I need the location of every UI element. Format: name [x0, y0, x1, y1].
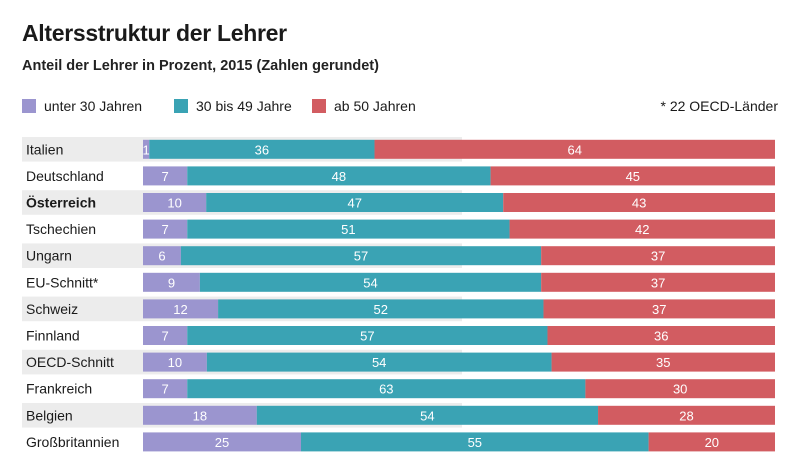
- value-label-mid-eu-schnitt: 54: [363, 275, 377, 290]
- value-label-mid-österreich: 47: [347, 196, 361, 211]
- bar-mid-oecd-schnitt: [206, 352, 552, 372]
- bar-mid-großbritannien: [301, 432, 649, 452]
- legend-swatch-over50: [312, 99, 326, 113]
- value-label-over50-oecd-schnitt: 35: [656, 355, 670, 370]
- bar-mid-finnland: [187, 326, 548, 345]
- value-label-mid-großbritannien: 55: [468, 435, 482, 450]
- value-label-over50-großbritannien: 20: [705, 435, 719, 450]
- row-label-tschechien: Tschechien: [26, 221, 96, 237]
- value-label-mid-ungarn: 57: [354, 249, 368, 264]
- bar-over50-finnland: [547, 326, 775, 345]
- value-label-over50-tschechien: 42: [635, 222, 649, 237]
- value-label-over50-ungarn: 37: [651, 249, 665, 264]
- row-label-schweiz: Schweiz: [26, 301, 78, 317]
- footnote: * 22 OECD-Länder: [660, 98, 778, 114]
- legend-label-under30: unter 30 Jahren: [44, 98, 143, 114]
- chart-title: Altersstruktur der Lehrer: [22, 20, 287, 46]
- row-label-frankreich: Frankreich: [26, 381, 92, 397]
- bar-mid-österreich: [206, 193, 504, 212]
- bar-under30-belgien: [143, 405, 257, 425]
- value-label-over50-frankreich: 30: [673, 382, 687, 397]
- bar-over50-österreich: [503, 193, 775, 212]
- value-label-under30-deutschland: 7: [162, 169, 169, 184]
- bar-mid-frankreich: [187, 379, 586, 399]
- value-label-under30-ungarn: 6: [158, 249, 165, 264]
- value-label-mid-schweiz: 52: [374, 302, 388, 317]
- bar-over50-belgien: [598, 405, 775, 425]
- value-label-over50-schweiz: 37: [652, 302, 666, 317]
- value-label-over50-belgien: 28: [679, 408, 693, 423]
- bar-over50-eu-schnitt: [541, 272, 775, 292]
- bar-under30-finnland: [143, 326, 188, 345]
- bar-over50-schweiz: [543, 299, 775, 319]
- value-label-over50-finnland: 36: [654, 329, 668, 344]
- legend-label-mid: 30 bis 49 Jahre: [196, 98, 292, 114]
- row-label-eu-schnitt: EU-Schnitt*: [26, 274, 99, 290]
- value-label-under30-tschechien: 7: [162, 222, 169, 237]
- bar-over50-großbritannien: [648, 432, 775, 452]
- bar-mid-belgien: [256, 405, 599, 425]
- row-label-oecd-schnitt: OECD-Schnitt: [26, 354, 114, 370]
- value-label-under30-belgien: 18: [193, 408, 207, 423]
- legend-item-mid: 30 bis 49 Jahre: [174, 98, 292, 114]
- bar-mid-schweiz: [218, 299, 544, 319]
- bar-over50-frankreich: [585, 379, 775, 399]
- bar-under30-frankreich: [143, 379, 188, 399]
- value-label-mid-belgien: 54: [420, 408, 434, 423]
- bar-mid-ungarn: [180, 246, 542, 266]
- value-label-under30-finnland: 7: [162, 329, 169, 344]
- legend-item-under30: unter 30 Jahren: [22, 98, 142, 114]
- value-label-mid-frankreich: 63: [379, 382, 393, 397]
- bar-mid-deutschland: [187, 166, 491, 186]
- value-label-mid-deutschland: 48: [332, 169, 346, 184]
- legend: unter 30 Jahren 30 bis 49 Jahre ab 50 Ja…: [22, 98, 778, 116]
- bar-over50-italien: [374, 139, 775, 159]
- bar-mid-tschechien: [187, 219, 510, 239]
- bar-over50-deutschland: [490, 166, 775, 186]
- chart-subtitle: Anteil der Lehrer in Prozent, 2015 (Zahl…: [22, 58, 379, 74]
- value-label-mid-finnland: 57: [360, 329, 374, 344]
- row-label-finnland: Finnland: [26, 328, 80, 344]
- bar-over50-ungarn: [541, 246, 775, 266]
- bar-under30-ungarn: [143, 246, 181, 266]
- value-label-mid-oecd-schnitt: 54: [372, 355, 386, 370]
- bar-under30-tschechien: [143, 219, 188, 239]
- value-label-over50-deutschland: 45: [626, 169, 640, 184]
- value-label-over50-italien: 64: [568, 142, 582, 157]
- bar-under30-italien: [143, 139, 150, 159]
- bar-mid-italien: [149, 139, 375, 159]
- bar-under30-österreich: [143, 193, 207, 212]
- legend-swatch-mid: [174, 99, 188, 113]
- row-label-deutschland: Deutschland: [26, 168, 104, 184]
- value-label-over50-österreich: 43: [632, 196, 646, 211]
- value-label-under30-frankreich: 7: [162, 382, 169, 397]
- row-label-großbritannien: Großbritannien: [26, 434, 119, 450]
- value-label-under30-oecd-schnitt: 10: [168, 355, 182, 370]
- legend-item-over50: ab 50 Jahren: [312, 98, 416, 114]
- value-label-over50-eu-schnitt: 37: [651, 275, 665, 290]
- bar-under30-deutschland: [143, 166, 188, 186]
- bar-mid-eu-schnitt: [199, 272, 542, 292]
- row-label-belgien: Belgien: [26, 407, 73, 423]
- bar-under30-schweiz: [143, 299, 219, 319]
- value-label-mid-tschechien: 51: [341, 222, 355, 237]
- bar-under30-oecd-schnitt: [143, 352, 207, 372]
- value-label-under30-eu-schnitt: 9: [168, 275, 175, 290]
- bar-over50-oecd-schnitt: [551, 352, 775, 372]
- value-label-mid-italien: 36: [255, 142, 269, 157]
- bar-under30-großbritannien: [143, 432, 301, 452]
- row-label-österreich: Österreich: [26, 195, 96, 211]
- value-label-under30-großbritannien: 25: [215, 435, 229, 450]
- bar-over50-tschechien: [509, 219, 775, 239]
- value-label-under30-österreich: 10: [167, 196, 181, 211]
- legend-swatch-under30: [22, 99, 36, 113]
- value-label-under30-schweiz: 12: [173, 302, 187, 317]
- bar-under30-eu-schnitt: [143, 272, 200, 292]
- row-label-italien: Italien: [26, 141, 63, 157]
- legend-label-over50: ab 50 Jahren: [334, 98, 416, 114]
- row-label-ungarn: Ungarn: [26, 248, 72, 264]
- value-label-under30-italien: 1: [143, 142, 150, 157]
